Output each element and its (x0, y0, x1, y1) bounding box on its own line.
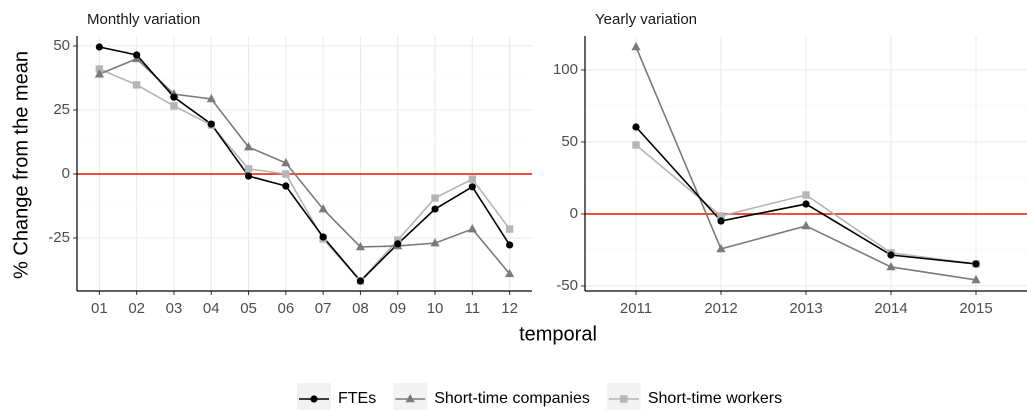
point (405, 394, 415, 403)
facet-title: Yearly variation (595, 11, 697, 28)
x-tick-label: 08 (352, 300, 369, 317)
point (207, 120, 215, 128)
y-tick-label: 50 (561, 133, 578, 150)
x-tick-label: 06 (278, 300, 295, 317)
point (887, 251, 895, 259)
legend-label: Short-time companies (434, 390, 590, 407)
point (310, 395, 318, 403)
y-tick-label: 0 (62, 165, 70, 182)
point (716, 243, 726, 253)
point (394, 236, 402, 244)
y-axis-title: % Change from the mean (10, 51, 32, 279)
point (971, 274, 981, 284)
point (170, 93, 178, 101)
point (801, 220, 811, 230)
x-tick-label: 2011 (620, 300, 652, 317)
y-tick-label: 50 (53, 37, 70, 54)
x-tick-label: 2014 (874, 300, 907, 317)
y-tick-label: 0 (570, 205, 578, 222)
y-tick-label: 25 (53, 101, 70, 118)
point (620, 395, 628, 403)
point (282, 170, 290, 178)
x-tick-label: 12 (501, 300, 518, 317)
facet-title: Monthly variation (87, 11, 200, 28)
point (356, 277, 365, 285)
point (467, 224, 477, 233)
x-tick-label: 02 (128, 300, 145, 317)
point (717, 217, 725, 225)
point (394, 240, 402, 248)
x-tick-label: 2015 (959, 300, 992, 317)
legend-label: FTEs (338, 390, 376, 407)
x-tick-label: 2012 (704, 300, 737, 317)
point (355, 241, 366, 251)
y-tick-label: -25 (48, 229, 70, 246)
y-tick-label: -50 (556, 277, 578, 294)
point (631, 41, 641, 51)
point (431, 194, 439, 202)
point (243, 142, 254, 151)
point (886, 261, 896, 271)
point (94, 69, 104, 78)
point (244, 165, 253, 173)
point (206, 93, 216, 103)
x-tick-label: 03 (166, 300, 183, 317)
point (133, 51, 141, 59)
point (132, 81, 141, 89)
x-tick-label: 11 (465, 300, 481, 317)
point (972, 260, 980, 268)
point (281, 157, 291, 167)
point (95, 43, 103, 51)
point (505, 225, 514, 233)
point (468, 183, 476, 191)
series-line (99, 46, 511, 283)
point (468, 175, 477, 183)
point (431, 205, 439, 213)
point (802, 200, 810, 208)
x-axis-title: temporal (519, 323, 597, 345)
x-tick-label: 05 (240, 300, 257, 317)
x-tick-label: 07 (315, 300, 332, 317)
legend: FTEs Short-time companies Short-time worke… (297, 383, 782, 410)
series-line (99, 68, 511, 283)
point (170, 102, 178, 110)
point (318, 204, 328, 213)
point (632, 123, 640, 131)
x-tick-label: 2013 (789, 300, 822, 317)
legend-label: Short-time workers (648, 390, 782, 407)
x-tick-label: 01 (91, 300, 108, 317)
y-tick-label: 100 (553, 61, 578, 78)
point (802, 191, 810, 199)
series-line (99, 57, 511, 275)
x-tick-label: 10 (427, 300, 444, 317)
point (632, 141, 640, 149)
point (505, 268, 515, 278)
point (95, 65, 104, 73)
point (319, 233, 327, 241)
point (282, 182, 290, 190)
point (717, 212, 725, 220)
x-tick-label: 09 (389, 300, 406, 317)
x-tick-label: 04 (203, 300, 220, 317)
point (244, 172, 253, 180)
point (430, 238, 440, 247)
point (506, 241, 514, 249)
